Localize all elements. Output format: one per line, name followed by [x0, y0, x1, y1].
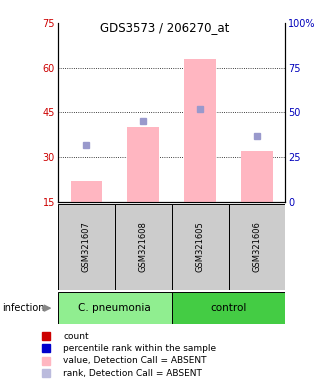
Bar [172, 292, 285, 324]
Text: rank, Detection Call = ABSENT: rank, Detection Call = ABSENT [63, 369, 202, 378]
Text: GSM321605: GSM321605 [196, 221, 205, 272]
Text: count: count [63, 331, 89, 341]
Text: control: control [210, 303, 247, 313]
Text: value, Detection Call = ABSENT: value, Detection Call = ABSENT [63, 356, 207, 365]
Text: GSM321607: GSM321607 [82, 221, 91, 272]
Bar [71, 181, 102, 202]
Bar [241, 151, 273, 202]
Text: GSM321608: GSM321608 [139, 221, 148, 272]
Bar [115, 204, 172, 290]
Text: GSM321606: GSM321606 [252, 221, 261, 272]
Bar [172, 204, 228, 290]
Bar [127, 127, 159, 202]
Bar [184, 59, 216, 202]
Bar [58, 292, 172, 324]
Bar [228, 204, 285, 290]
Text: infection: infection [2, 303, 44, 313]
Text: GDS3573 / 206270_at: GDS3573 / 206270_at [100, 21, 230, 34]
Text: percentile rank within the sample: percentile rank within the sample [63, 344, 216, 353]
Bar [58, 204, 115, 290]
Text: C. pneumonia: C. pneumonia [78, 303, 151, 313]
